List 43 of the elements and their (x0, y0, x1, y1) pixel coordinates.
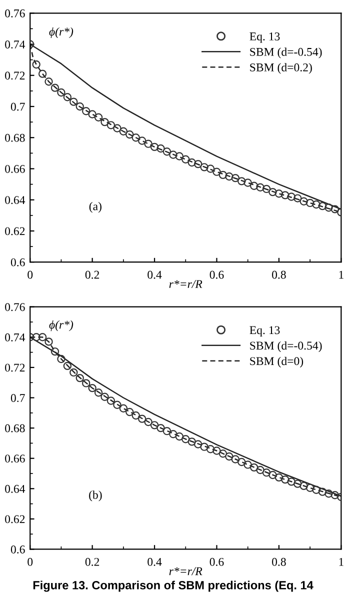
y-tick-label: 0.72 (5, 364, 25, 372)
legend-label: SBM (d=0) (250, 356, 304, 368)
x-tick-label: 0.4 (148, 270, 162, 279)
x-tick-label: 1 (339, 270, 344, 279)
y-tick-label: 0.66 (5, 454, 25, 463)
x-tick-label: 1 (339, 558, 344, 566)
y-tick-label: 0.64 (5, 196, 26, 204)
annotation: (a) (89, 202, 102, 213)
y-tick-label: 0.74 (5, 40, 26, 49)
y-tick-label: 0.76 (5, 303, 25, 312)
y-axis-title: ϕ(r*) (49, 27, 74, 38)
x-tick-label: 0.6 (210, 558, 224, 566)
y-tick-label: 0.64 (5, 484, 26, 493)
y-tick-label: 0.6 (10, 545, 25, 554)
y-tick-label: 0.7 (10, 394, 25, 402)
caption: Figure 13. Comparison of SBM predictions (Eq. 14 (33, 580, 314, 592)
x-tick-label: 0.8 (272, 270, 286, 279)
x-tick-label: 0.2 (85, 270, 100, 279)
y-tick-label: 0.7 (10, 102, 25, 111)
legend-label: Eq. 13 (250, 326, 280, 337)
y-tick-label: 0.74 (5, 333, 26, 342)
y-tick-label: 0.68 (5, 424, 25, 432)
y-tick-label: 0.66 (5, 164, 25, 173)
y-tick-label: 0.62 (5, 227, 25, 236)
x-axis-title: r*=r/R (169, 567, 202, 576)
y-tick-label: 0.62 (5, 515, 25, 524)
annotation: (b) (89, 490, 102, 502)
x-tick-label: 0.6 (210, 270, 224, 279)
legend-label: SBM (d=-0.54) (250, 48, 322, 58)
legend-label: SBM (d=0.2) (250, 63, 312, 74)
legend-label: SBM (d=-0.54) (250, 341, 322, 352)
x-tick-label: 0.4 (148, 558, 162, 566)
y-tick-label: 0.72 (5, 72, 25, 80)
x-tick-label: 0 (28, 270, 33, 279)
y-tick-label: 0.76 (5, 9, 25, 18)
y-tick-label: 0.68 (5, 134, 25, 142)
y-tick-label: 0.6 (10, 258, 25, 266)
x-tick-label: 0.2 (85, 558, 100, 566)
x-tick-label: 0 (28, 558, 33, 566)
y-axis-title: ϕ(r*) (49, 320, 74, 332)
x-axis-title: r*=r/R (169, 280, 202, 288)
x-tick-label: 0.8 (272, 558, 286, 566)
legend-label: Eq. 13 (250, 32, 280, 43)
